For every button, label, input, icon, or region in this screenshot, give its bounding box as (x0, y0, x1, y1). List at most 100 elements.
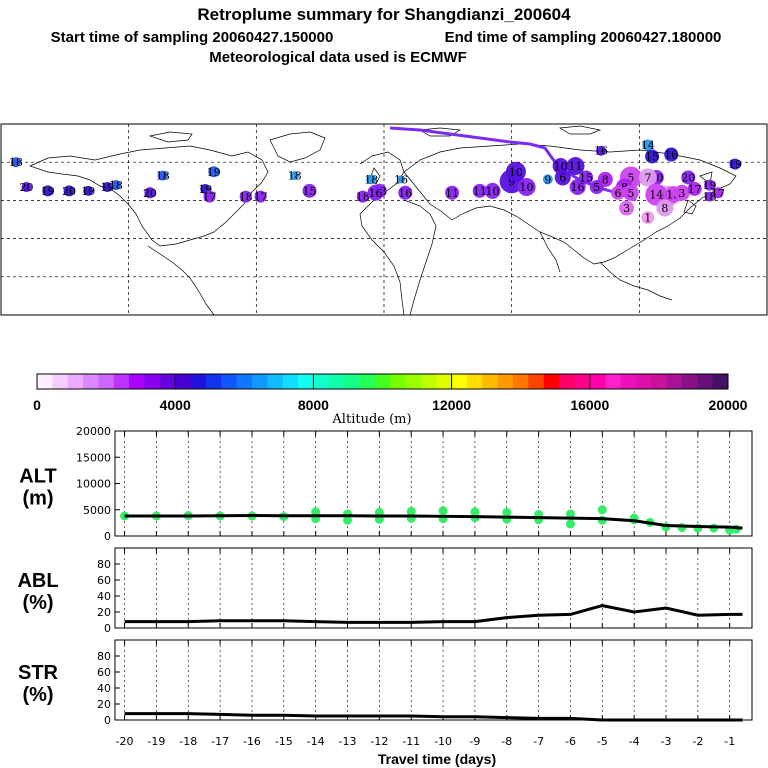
plume-marker-dot (203, 190, 216, 203)
x-tick-label: -13 (339, 735, 357, 748)
plume-marker: 16 (569, 179, 586, 196)
colorbar-cell (313, 374, 330, 389)
plume-marker-dot (642, 139, 654, 151)
plume-marker-label: 15 (645, 150, 659, 163)
time-series-panels: 05000100001500020000ALT(m)020406080ABL(%… (17, 425, 753, 727)
plume-marker: 19 (41, 185, 55, 198)
plume-marker-dot (638, 168, 657, 187)
plume-marker: 20 (681, 170, 696, 185)
x-tick-label: -12 (370, 735, 388, 748)
plume-marker: 19 (100, 181, 114, 194)
colorbar-cell (605, 374, 622, 389)
plume-marker-dot (566, 157, 585, 176)
plume-marker-label: 6 (615, 187, 622, 200)
colorbar-cell (451, 374, 468, 389)
plume-marker-label: 18 (239, 191, 253, 204)
plume-marker-dot (83, 185, 94, 196)
plume-marker: 18 (156, 170, 170, 183)
colorbar-cell (175, 374, 192, 389)
plume-marker-label: 10 (520, 181, 534, 194)
plume-marker-label: 7 (644, 171, 651, 184)
panel-label-top: ALT (19, 466, 56, 488)
colorbar-cell (298, 374, 314, 389)
plume-marker: 16 (394, 173, 408, 186)
plume-markers: 1920182019201919181820191917181718181518… (9, 139, 742, 225)
colorbar-cell (681, 374, 698, 389)
plume-marker: 16 (594, 145, 608, 158)
panel-frame (114, 547, 753, 629)
colorbar-cell (205, 374, 222, 389)
x-tick-label: -8 (501, 735, 512, 748)
plume-marker: 15 (302, 183, 317, 198)
colorbar-tick-label: 4000 (160, 397, 191, 413)
plume-marker: 18 (288, 170, 302, 183)
plume-marker: 18 (703, 191, 717, 204)
colorbar-tick-label: 8000 (298, 397, 329, 413)
plume-marker: 17 (711, 187, 725, 200)
plume-marker: 17 (687, 181, 702, 196)
colorbar-cell (159, 374, 176, 389)
plume-marker-dot (239, 190, 252, 203)
x-axis-label: Travel time (days) (378, 751, 496, 767)
panel-y-tick-label: 5000 (83, 504, 111, 517)
panel-label-bottom: (%) (22, 592, 53, 614)
plume-marker: 8 (597, 171, 613, 187)
plume-marker: 9 (542, 173, 553, 186)
plume-marker-label: 8 (621, 181, 628, 194)
colorbar-cell (221, 374, 238, 389)
plume-marker-dot (21, 182, 32, 193)
plume-marker-label: 14 (641, 139, 655, 152)
met-data-text: Meteorological data used is ECMWF (209, 49, 467, 66)
panel-y-tick-label: 60 (97, 666, 111, 679)
plume-marker-label: 3 (623, 202, 630, 215)
panel-y-tick-label: 20 (97, 698, 111, 711)
plume-marker-label: 10 (509, 166, 523, 179)
plume-marker-label: 15 (303, 185, 317, 198)
plume-marker-dot (505, 161, 526, 182)
panel-str: 0 20 40 60 80 STR(%) (18, 639, 753, 727)
plume-marker-dot (397, 175, 406, 184)
plume-marker: 16 (367, 184, 384, 201)
colorbar-cell (129, 374, 145, 389)
map-gridlines (1, 124, 767, 315)
plume-marker-label: 18 (9, 156, 23, 169)
plume-marker: 8 (656, 199, 674, 217)
colorbar-cell (236, 374, 253, 389)
alt-scatter-point (565, 509, 575, 519)
plume-marker: 3 (673, 184, 690, 201)
alt-scatter-point (438, 506, 448, 516)
plume-marker: 16 (664, 147, 679, 162)
plume-marker: 11 (445, 185, 460, 200)
colorbar-cell (405, 374, 422, 389)
plume-marker-dot (208, 166, 220, 178)
colorbar-cell (559, 374, 575, 389)
plume-marker-dot (102, 182, 113, 193)
colorbar-cell (589, 374, 606, 389)
colorbar-cell (52, 374, 69, 389)
plume-marker: 7 (638, 168, 657, 187)
plume-marker: 18 (364, 173, 378, 186)
plume-marker-dot (367, 184, 384, 201)
plume-marker-label: 19 (728, 158, 742, 171)
plume-marker-dot (398, 185, 413, 200)
x-tick-label: -6 (565, 735, 576, 748)
plume-marker-dot (704, 191, 715, 202)
plume-marker-label: 18 (288, 170, 302, 183)
panel-y-tick-label: 20000 (76, 425, 111, 438)
plume-marker-dot (687, 181, 702, 196)
plume-marker-dot (579, 170, 594, 185)
plume-marker-dot (157, 170, 168, 181)
colorbar-cell (282, 374, 299, 389)
colorbar-cell (328, 374, 345, 389)
panel-y-tick-label: 40 (97, 682, 111, 695)
plume-marker-label: 11 (569, 160, 583, 173)
plume-marker-label: 17 (254, 191, 268, 204)
plume-marker-label: 20 (62, 185, 76, 198)
plume-marker: 20 (143, 187, 157, 200)
panel-label-top: STR (18, 662, 59, 684)
plume-marker-label: 5 (627, 171, 634, 184)
plume-marker: 17 (254, 190, 268, 204)
panel-frame (114, 639, 753, 721)
alt-scatter-point (406, 506, 416, 516)
colorbar-cell (67, 374, 84, 389)
